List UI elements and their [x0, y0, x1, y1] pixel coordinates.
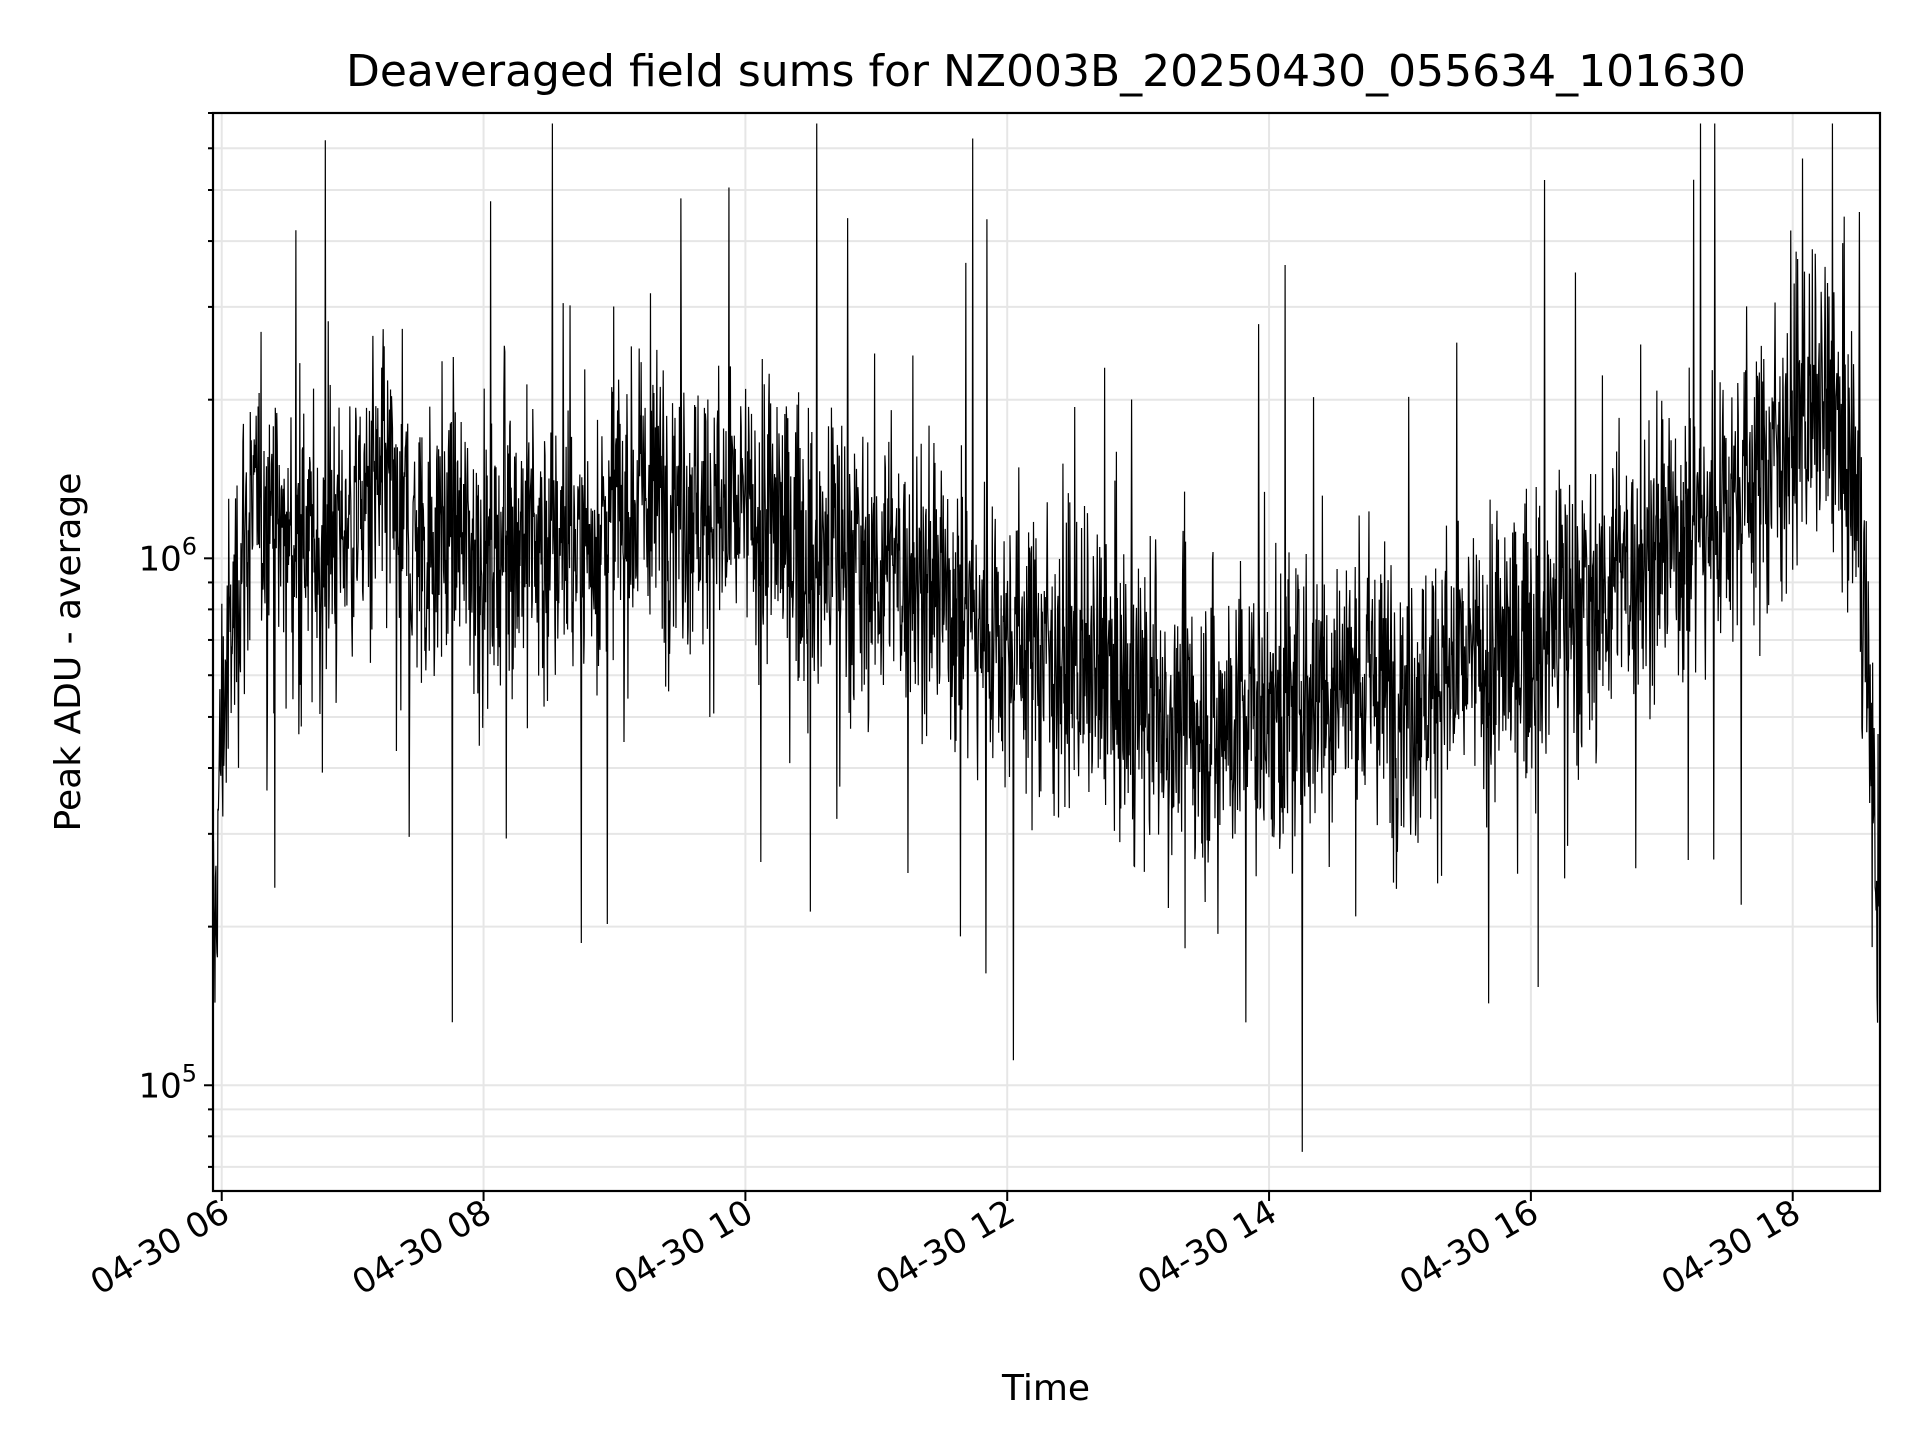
y-tick-label: 105 — [138, 1059, 197, 1106]
x-tick-label: 04-30 08 — [346, 1192, 498, 1303]
x-axis-label: Time — [1001, 1368, 1090, 1409]
series-line — [212, 123, 1881, 1152]
x-tick-label: 04-30 14 — [1131, 1192, 1283, 1303]
x-tick-label: 04-30 18 — [1655, 1192, 1807, 1303]
x-tick-label: 04-30 16 — [1393, 1192, 1545, 1303]
x-tick-label: 04-30 12 — [869, 1192, 1021, 1303]
y-axis-label: Peak ADU - average — [48, 473, 89, 832]
x-tick-label: 04-30 10 — [607, 1192, 759, 1303]
axes-frame — [211, 111, 1882, 1193]
y-tick-label: 106 — [138, 532, 197, 579]
chart-title: Deaveraged field sums for NZ003B_2025043… — [346, 46, 1746, 97]
series-layer — [212, 123, 1881, 1152]
x-tick-label: 04-30 06 — [84, 1192, 236, 1303]
